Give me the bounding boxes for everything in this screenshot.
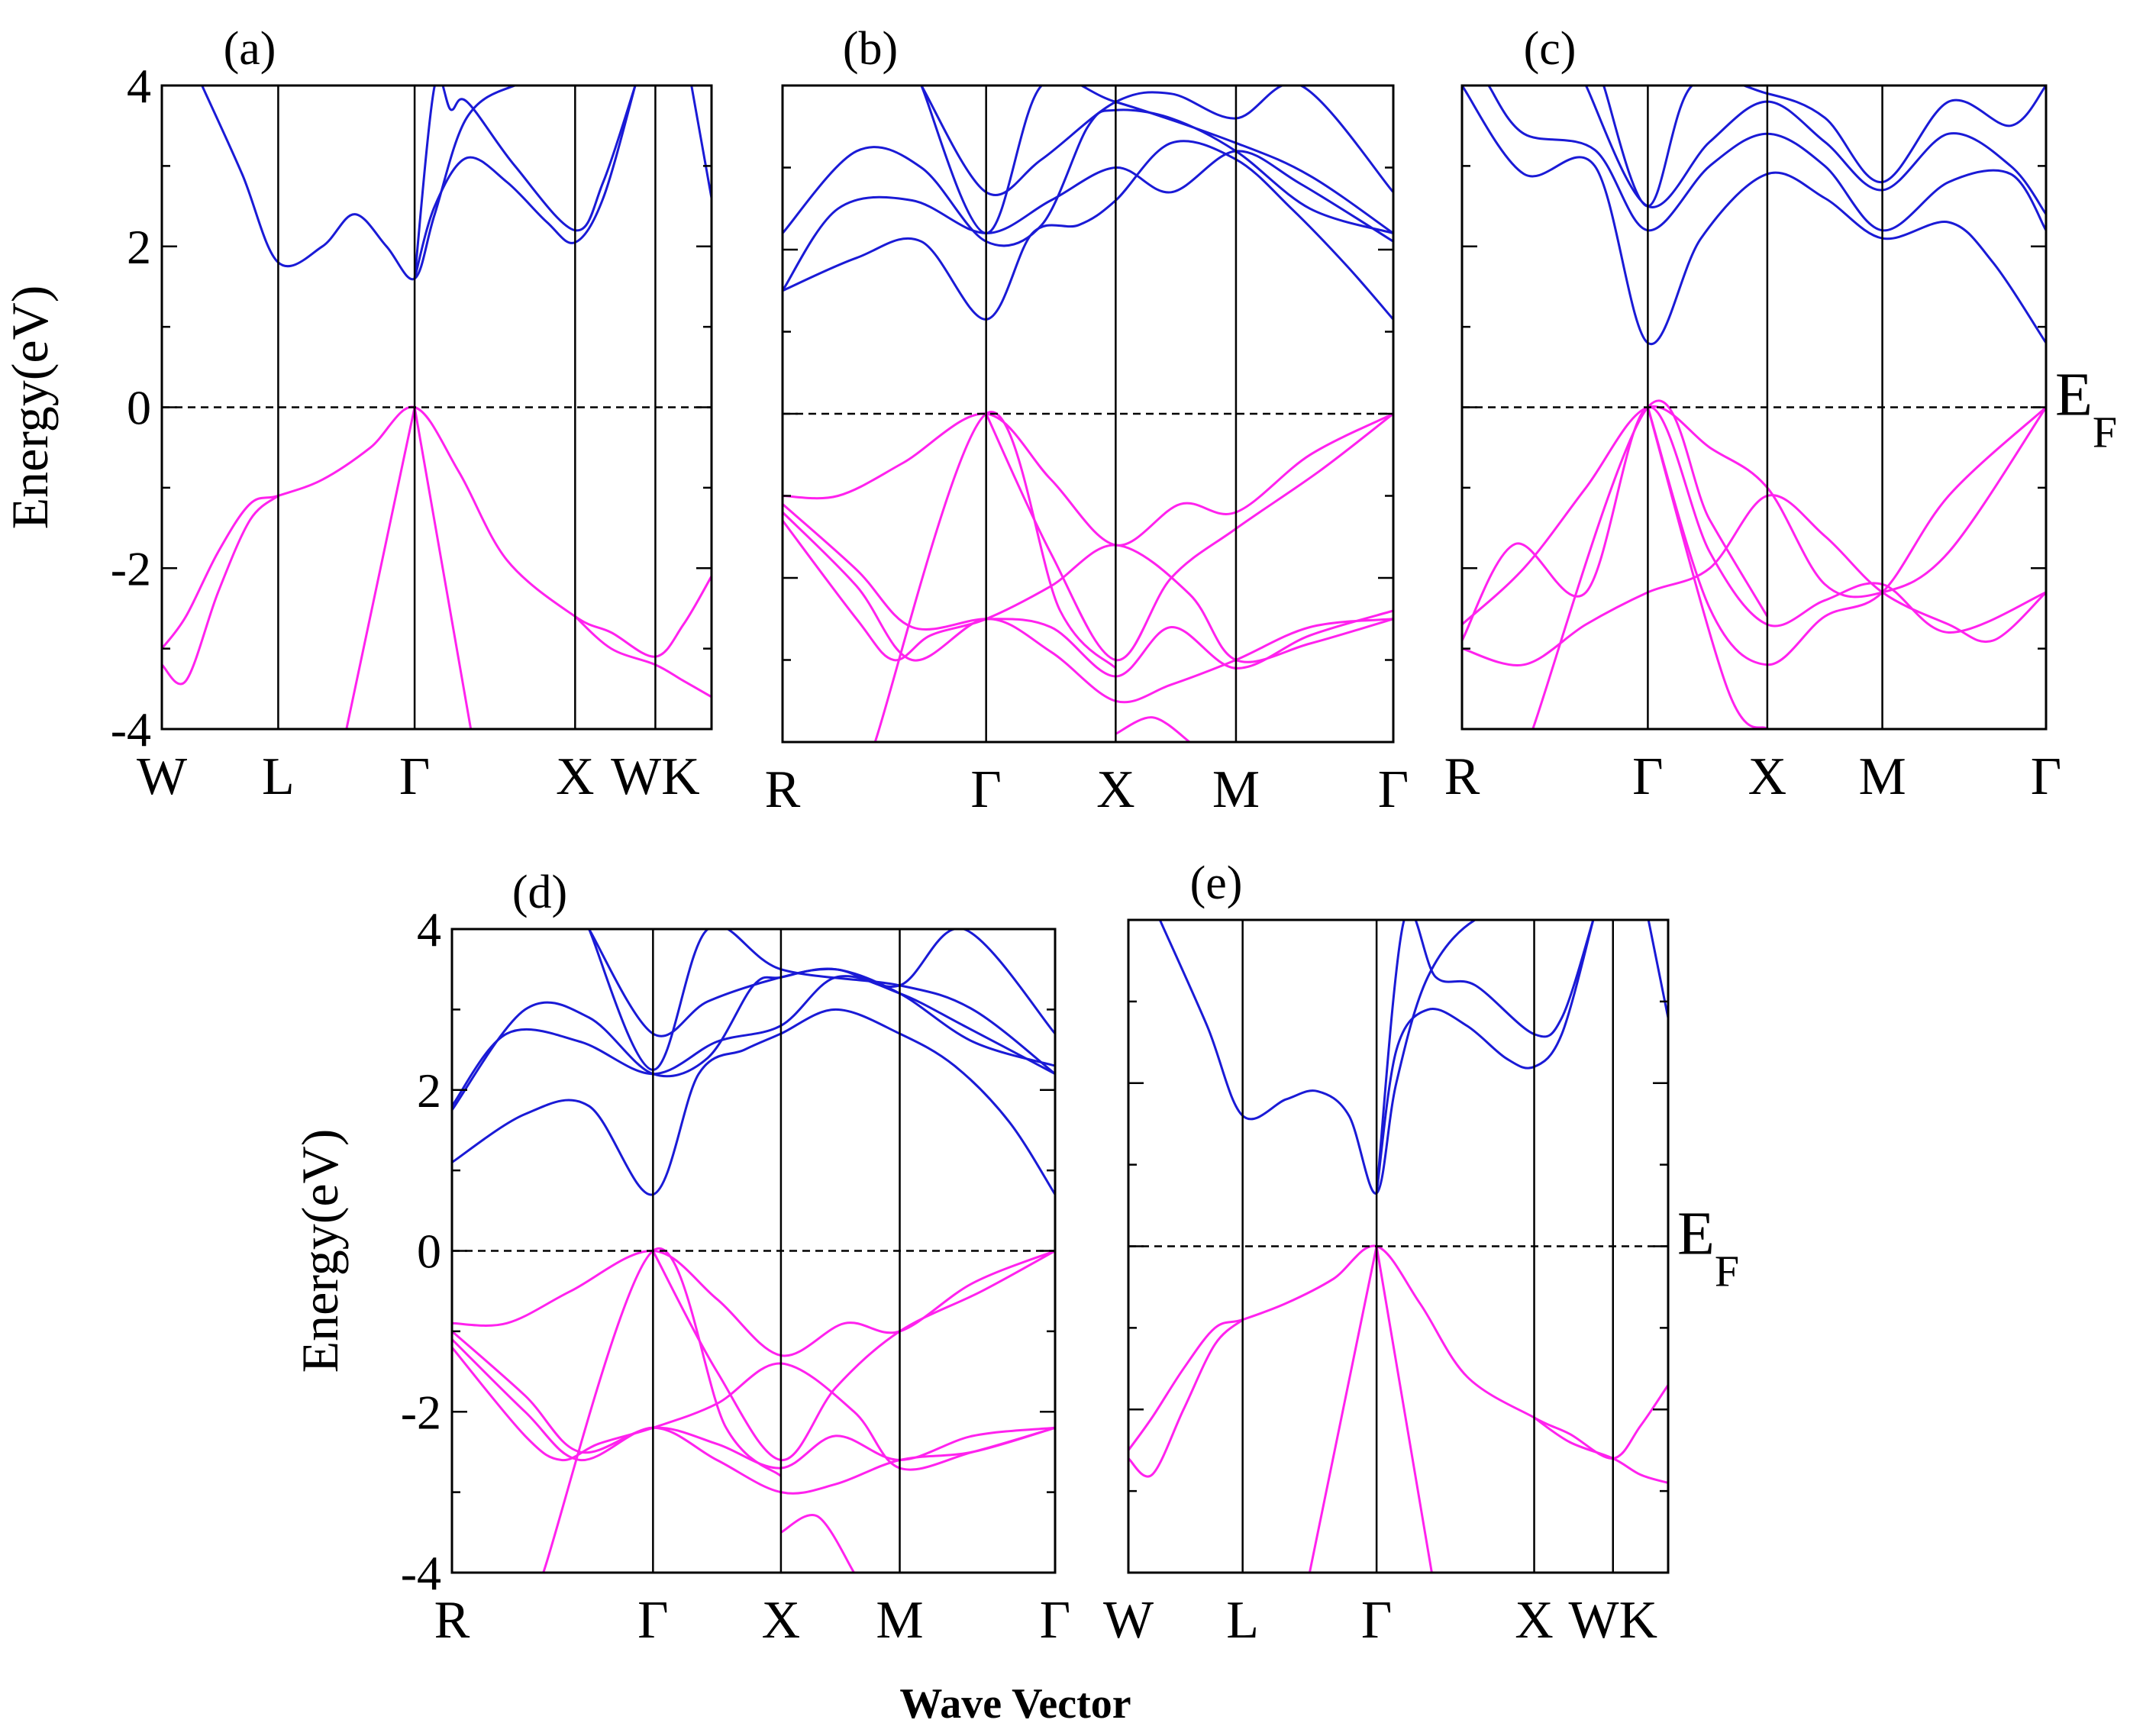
panel-c-valence-band-4 <box>1462 405 2046 626</box>
panel-c-valence-band-8 <box>1646 406 2046 666</box>
panel-d-conduction-band-4 <box>588 929 1055 1075</box>
panel-c-label: (c) <box>1524 23 1577 75</box>
panel-a-ytick-label: -4 <box>111 702 151 757</box>
panel-e-conduction-band-2 <box>1375 920 1595 1194</box>
panel-b: (b) R Γ X M Γ <box>765 23 1409 819</box>
panel-d-kpoint-label: R <box>434 1591 470 1650</box>
panel-e-valence-band-5 <box>1128 1318 1244 1478</box>
panel-d-kpoint-label: X <box>762 1591 801 1650</box>
panel-e-valence-band-7 <box>1308 1246 1378 1573</box>
panel-a-valence-band-4 <box>162 405 712 658</box>
panel-b-conduction-band-1 <box>783 150 1393 292</box>
panel-e-kpoint-label: Γ <box>1361 1591 1392 1650</box>
panel-d-kpoint-label: M <box>876 1591 923 1650</box>
panel-a-kpoint-label: Γ <box>399 747 430 806</box>
panel-c-kpoint-label: R <box>1444 747 1480 806</box>
panel-a-ytick-label: 4 <box>127 59 151 113</box>
panel-d-valence-band-11 <box>780 1513 855 1573</box>
panel-e-fermi-label: EF <box>1677 1201 1739 1296</box>
panel-d-valence-band-8 <box>452 1347 1055 1471</box>
panel-d-valence-band-9 <box>542 1247 782 1573</box>
panel-b-kpoint-label: R <box>765 760 801 819</box>
x-axis-title: Wave Vector <box>899 1680 1131 1728</box>
panel-b-label: (b) <box>843 23 898 75</box>
panel-d-valence-band-7 <box>452 1338 1055 1495</box>
panel-c: (c) R Γ X M Γ EF <box>1444 23 2117 806</box>
panel-d-ytick-label: 0 <box>417 1225 441 1279</box>
panel-c-valence-band-7 <box>1531 399 1769 729</box>
panel-a-kpoint-label: WK <box>611 747 700 806</box>
panel-d-y-axis-label: Energy(eV) <box>291 1129 349 1373</box>
panel-b-valence-band-11 <box>1115 716 1191 742</box>
panel-a-ytick-label: 0 <box>127 381 151 435</box>
panel-c-conduction-band-0 <box>1462 86 2046 346</box>
panel-b-valence-band-5 <box>783 412 1393 547</box>
panel-a-conduction-band-0 <box>201 86 519 281</box>
panel-e-label: (e) <box>1190 857 1243 909</box>
panel-d-ytick-label: -4 <box>401 1546 441 1600</box>
panel-d-label: (d) <box>512 866 567 918</box>
panel-c-conduction-band-3 <box>1602 86 2046 208</box>
panel-d-kpoint-label: Γ <box>637 1591 668 1650</box>
panel-a-conduction-band-2 <box>413 86 637 279</box>
panel-a-kpoint-label: W <box>137 747 187 806</box>
panel-c-kpoint-label: X <box>1748 747 1787 806</box>
panel-b-valence-band-9 <box>873 411 1117 742</box>
panel-e: (e) W L Γ X WK EF <box>1103 857 1739 1650</box>
panel-c-fermi-label: EF <box>2055 362 2117 457</box>
panel-b-kpoint-label: X <box>1096 760 1135 819</box>
panel-a-kpoint-label: X <box>556 747 595 806</box>
panel-a-valence-band-8 <box>413 407 473 729</box>
panel-b-kpoint-label: M <box>1212 760 1260 819</box>
panel-d-ytick-label: -2 <box>401 1385 441 1439</box>
panel-d-conduction-band-2 <box>452 967 1055 1111</box>
panel-c-valence-band-9 <box>1646 407 1768 729</box>
panel-c-valence-band-5 <box>1462 405 2046 641</box>
panel-d-valence-band-6 <box>452 1330 1055 1470</box>
panel-d-conduction-band-1 <box>452 975 1055 1107</box>
panel-d-ytick-label: 2 <box>417 1063 441 1118</box>
panel-a-ytick-label: -2 <box>111 541 151 595</box>
panel-a-valence-band-5 <box>162 495 279 686</box>
panel-b-valence-band-10 <box>985 412 1393 662</box>
panel-e-kpoint-label: WK <box>1568 1591 1657 1650</box>
panel-c-kpoint-label: Γ <box>2031 747 2061 806</box>
panel-d-ytick-label: 4 <box>417 902 441 957</box>
panel-e-kpoint-label: W <box>1103 1591 1154 1650</box>
panel-a-valence-band-7 <box>345 407 416 729</box>
panel-a-label: (a) <box>224 23 276 75</box>
panel-d-valence-band-10 <box>651 1250 1055 1462</box>
panel-b-conduction-band-4 <box>920 86 1393 235</box>
panel-a-y-axis-label: Energy(eV) <box>1 286 59 530</box>
panel-e-conduction-band-1 <box>1375 920 1595 1194</box>
panel-d-kpoint-label: Γ <box>1040 1591 1070 1650</box>
panel-d-conduction-band-0 <box>452 1008 1055 1196</box>
panel-c-kpoint-label: M <box>1858 747 1906 806</box>
panel-a-conduction-band-1 <box>413 86 637 279</box>
panel-d: -4 -2 0 2 4 Energy(eV) (d) R Γ X M Γ <box>291 866 1070 1650</box>
panel-e-kpoint-label: L <box>1226 1591 1259 1650</box>
panel-d-valence-band-5 <box>452 1249 1055 1357</box>
panel-e-kpoint-label: X <box>1515 1591 1554 1650</box>
panel-b-valence-band-7 <box>783 511 1393 704</box>
panel-a-ytick-label: 2 <box>127 220 151 274</box>
panel-e-valence-band-8 <box>1375 1246 1433 1573</box>
panel-c-kpoint-label: Γ <box>1632 747 1663 806</box>
panel-e-conduction-band-3 <box>1647 920 1668 1018</box>
panel-b-kpoint-label: Γ <box>1378 760 1409 819</box>
panel-b-conduction-band-0 <box>783 140 1393 321</box>
panel-a-conduction-band-3 <box>690 86 712 198</box>
panel-b-conduction-band-2 <box>783 108 1393 247</box>
panel-b-kpoint-label: Γ <box>970 760 1001 819</box>
panel-a-kpoint-label: L <box>262 747 295 806</box>
panel-a: -4 -2 0 2 4 Energy(eV) (a) W L Γ X WK <box>1 23 713 806</box>
